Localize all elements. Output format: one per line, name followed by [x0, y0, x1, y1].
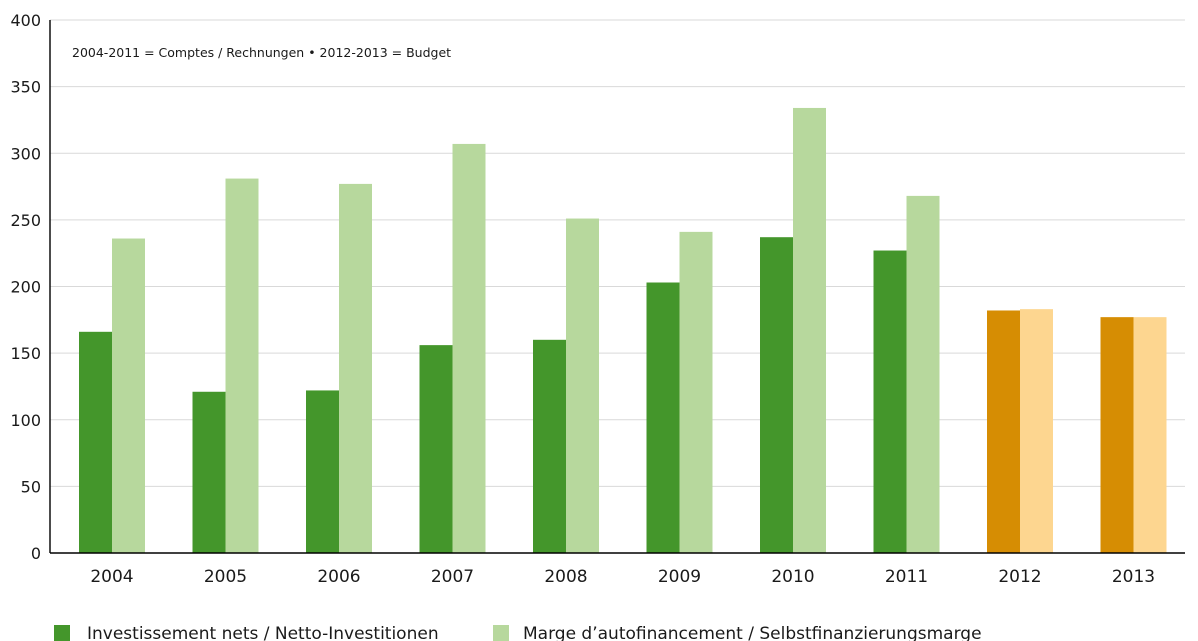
y-tick-label: 200 [10, 278, 41, 297]
bar-marge-2009 [679, 231, 713, 553]
y-tick-label: 350 [10, 78, 41, 97]
y-tick-label: 0 [31, 544, 41, 563]
bar-investissement-2008 [533, 339, 566, 553]
bar-marge-2008 [566, 218, 599, 554]
bar-marge-2011 [906, 195, 940, 553]
legend-label-investissement: Investissement nets / Netto-Investitione… [87, 624, 439, 641]
y-tick-labels: 0 50 100 150 200 250 300 350 400 [10, 11, 41, 563]
legend-swatch-marge [493, 625, 509, 641]
bar-investissement-2007 [419, 345, 453, 553]
bar-marge-2005 [225, 178, 259, 553]
x-tick-label: 2011 [885, 567, 928, 587]
bar-investissement-2004 [79, 331, 112, 553]
bar-investissement-2010 [760, 237, 793, 553]
y-tick-label: 100 [10, 411, 41, 430]
x-tick-label: 2007 [431, 567, 474, 587]
x-tick-label: 2009 [658, 567, 701, 587]
bar-investissement-2011 [873, 250, 907, 553]
bars [79, 107, 1167, 554]
x-tick-label: 2004 [90, 567, 133, 587]
bar-investissement-2012 [987, 310, 1020, 553]
bar-marge-2010 [793, 107, 826, 553]
bar-investissement-2009 [646, 282, 680, 553]
y-tick-label: 150 [10, 344, 41, 363]
bar-marge-2007 [452, 143, 486, 554]
bar-investissement-2013 [1100, 317, 1134, 553]
bar-marge-2006 [339, 183, 372, 553]
axes [49, 20, 1185, 554]
bar-investissement-2006 [306, 390, 339, 553]
chart-note: 2004-2011 = Comptes / Rechnungen • 2012-… [72, 45, 451, 60]
y-tick-label: 300 [10, 144, 41, 163]
y-tick-label: 250 [10, 211, 41, 230]
bar-marge-2012 [1020, 309, 1053, 553]
y-tick-label: 50 [21, 477, 41, 496]
x-tick-label: 2012 [998, 567, 1041, 587]
bar-marge-2013 [1133, 317, 1167, 553]
x-tick-label: 2013 [1112, 567, 1155, 587]
bar-investissement-2005 [192, 391, 226, 553]
legend-swatch-investissement [54, 625, 70, 641]
legend-label-marge: Marge d’autofinancement / Selbstfinanzie… [523, 624, 982, 641]
legend: Investissement nets / Netto-Investitione… [54, 624, 982, 641]
x-tick-label: 2008 [544, 567, 587, 587]
x-tick-label: 2006 [317, 567, 360, 587]
y-tick-label: 400 [10, 11, 41, 30]
x-tick-label: 2005 [204, 567, 247, 587]
x-tick-labels: 2004 2005 2006 2007 2008 2009 2010 2011 2012 2013 [90, 567, 1155, 587]
bar-marge-2004 [112, 238, 145, 553]
x-tick-label: 2010 [771, 567, 814, 587]
